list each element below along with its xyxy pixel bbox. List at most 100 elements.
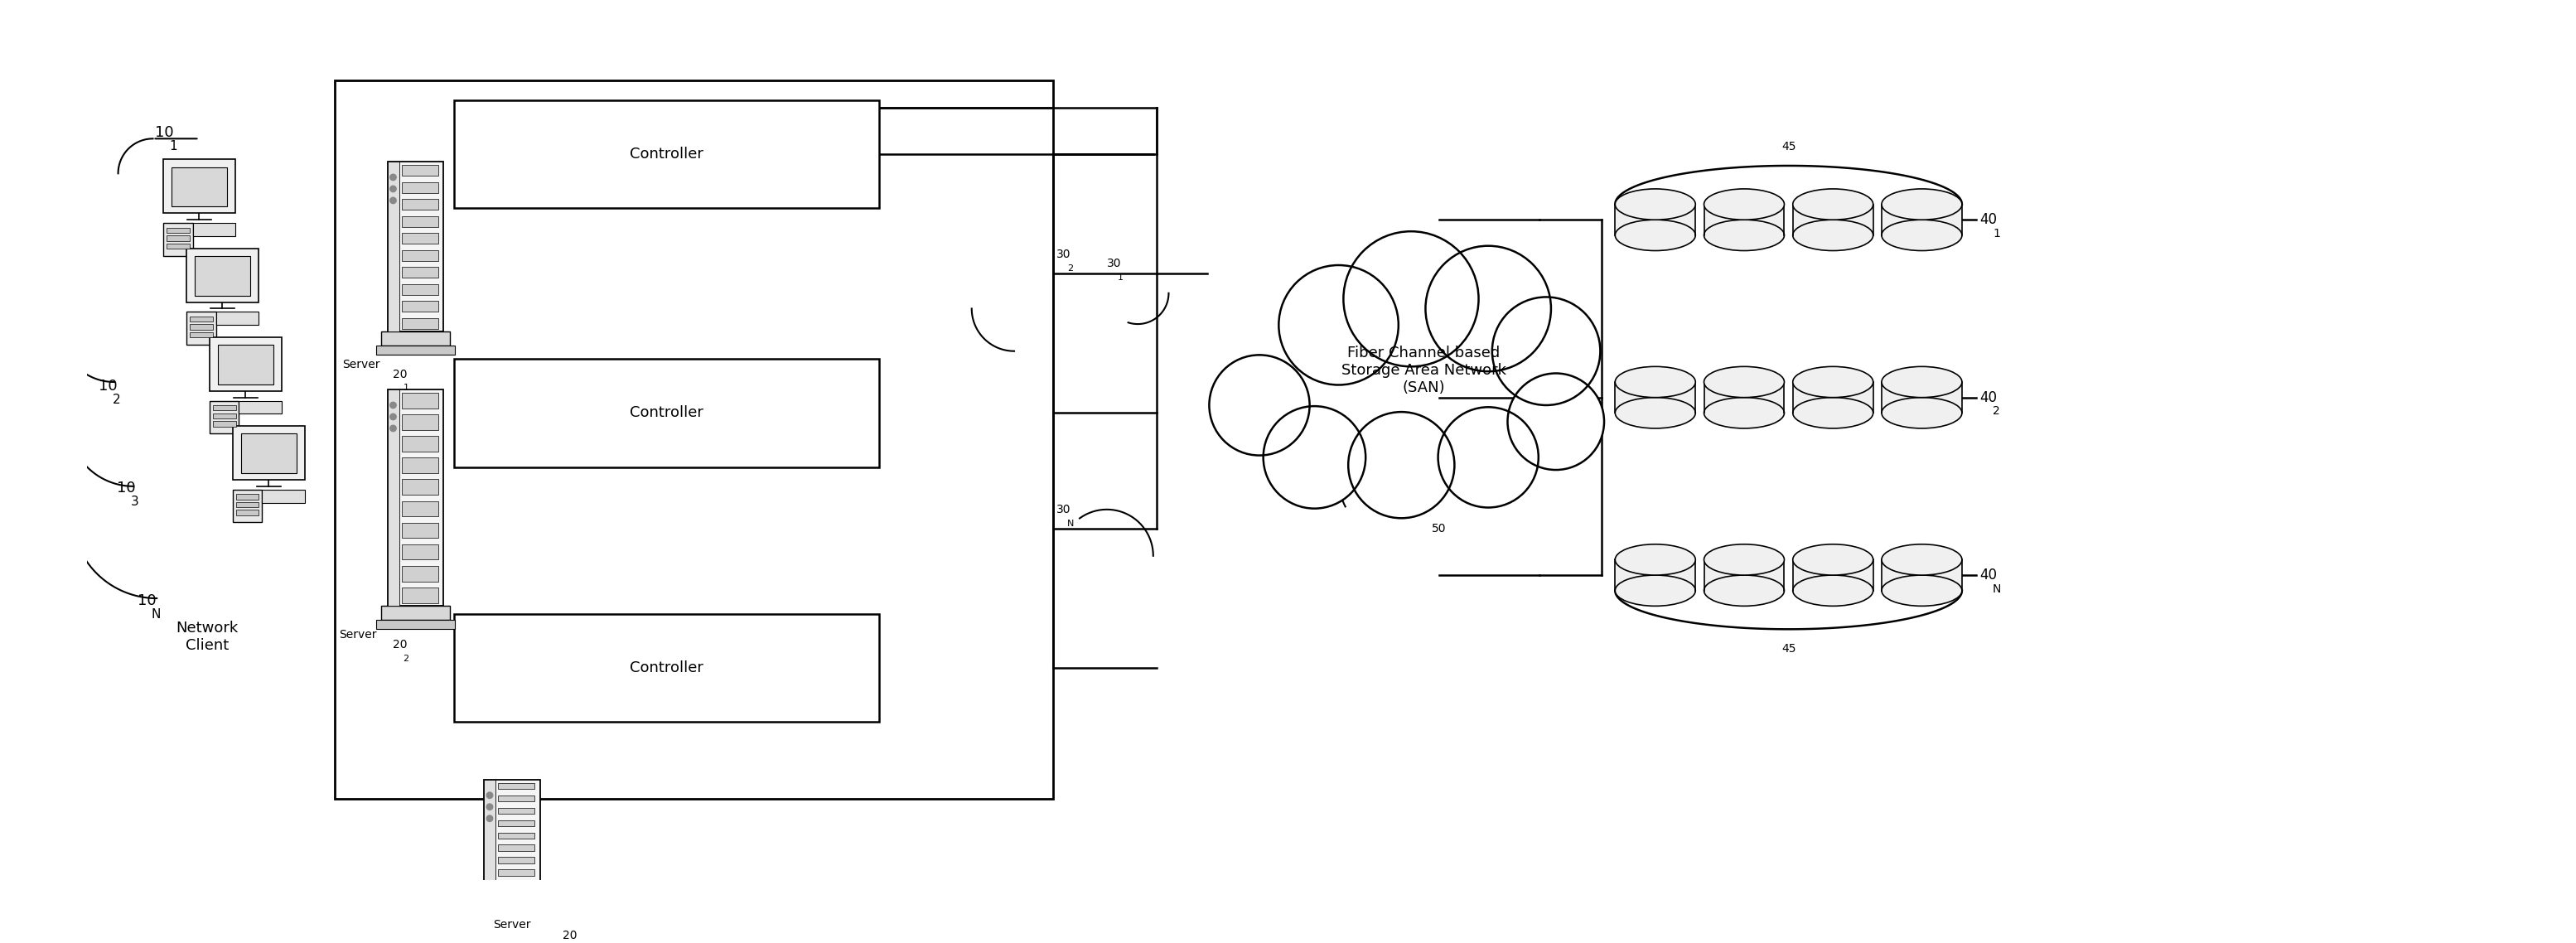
Circle shape <box>1208 355 1309 455</box>
Circle shape <box>1345 231 1479 367</box>
Ellipse shape <box>1880 575 1963 606</box>
Bar <box>497 857 533 863</box>
Text: 45: 45 <box>1780 643 1795 654</box>
Ellipse shape <box>1615 220 1695 251</box>
Bar <box>497 894 533 901</box>
Bar <box>389 162 443 332</box>
Bar <box>381 606 451 620</box>
Text: 30: 30 <box>1056 504 1072 515</box>
Text: 10: 10 <box>155 125 175 140</box>
Bar <box>167 243 191 249</box>
Bar <box>1880 560 1963 590</box>
Bar <box>453 359 878 467</box>
Text: 50: 50 <box>1432 523 1445 535</box>
Bar <box>214 405 237 410</box>
Text: 30: 30 <box>1056 249 1072 260</box>
Bar <box>214 422 237 426</box>
Circle shape <box>1425 246 1551 372</box>
Text: 30: 30 <box>1108 258 1121 270</box>
Bar <box>193 223 234 236</box>
Bar <box>402 566 438 581</box>
Bar <box>191 324 214 330</box>
Bar <box>167 227 191 233</box>
Bar <box>1703 382 1785 413</box>
Bar <box>402 436 438 452</box>
Bar <box>402 250 438 260</box>
Text: 2: 2 <box>404 654 410 663</box>
Bar <box>497 807 533 814</box>
Text: Network
Client: Network Client <box>175 620 237 653</box>
Bar <box>402 415 438 430</box>
Bar <box>196 256 250 295</box>
Circle shape <box>487 816 492 821</box>
Bar <box>402 318 438 329</box>
Bar <box>497 845 533 851</box>
Bar <box>167 236 191 240</box>
Bar <box>191 332 214 338</box>
Ellipse shape <box>1880 189 1963 220</box>
Bar <box>402 182 438 192</box>
Text: 2: 2 <box>1994 405 1999 417</box>
Bar <box>214 413 237 419</box>
Circle shape <box>389 414 397 420</box>
Bar <box>1793 205 1873 235</box>
Text: 40: 40 <box>1981 568 1996 583</box>
Bar <box>497 795 533 802</box>
Text: Server: Server <box>337 629 376 641</box>
Ellipse shape <box>1615 367 1695 397</box>
Text: 2: 2 <box>113 393 121 406</box>
Bar <box>402 165 438 175</box>
Bar <box>402 233 438 243</box>
Text: Controller: Controller <box>629 405 703 421</box>
Bar <box>497 820 533 826</box>
Ellipse shape <box>1615 397 1695 428</box>
Bar <box>237 494 260 500</box>
Text: 10: 10 <box>98 378 118 393</box>
Bar <box>402 267 438 278</box>
Circle shape <box>1492 297 1600 405</box>
Bar <box>335 81 1054 799</box>
Bar <box>453 100 878 208</box>
Bar <box>1615 382 1695 413</box>
Bar <box>237 502 260 507</box>
Bar <box>1880 382 1963 413</box>
Circle shape <box>487 803 492 810</box>
Bar <box>162 223 193 256</box>
Text: 20: 20 <box>562 930 577 942</box>
Bar <box>453 614 878 722</box>
Text: 3: 3 <box>131 495 139 508</box>
Circle shape <box>389 402 397 408</box>
Bar <box>1615 205 1695 235</box>
Text: Fiber Channel based
Storage Area Network
(SAN): Fiber Channel based Storage Area Network… <box>1342 346 1507 395</box>
Text: N: N <box>152 608 160 620</box>
Bar <box>484 780 495 903</box>
Text: 20: 20 <box>392 369 407 380</box>
Text: Controller: Controller <box>629 660 703 675</box>
Bar <box>1703 205 1785 235</box>
Circle shape <box>389 186 397 192</box>
Ellipse shape <box>1615 189 1695 220</box>
Bar <box>471 918 551 927</box>
Bar <box>376 346 456 355</box>
Ellipse shape <box>1615 544 1695 575</box>
Circle shape <box>389 425 397 432</box>
Bar <box>402 216 438 226</box>
Bar <box>389 389 443 606</box>
Text: 40: 40 <box>1981 390 1996 405</box>
Bar <box>402 587 438 603</box>
Ellipse shape <box>1703 189 1785 220</box>
Text: 10: 10 <box>137 593 157 608</box>
Ellipse shape <box>1793 220 1873 251</box>
Bar <box>209 337 281 391</box>
Ellipse shape <box>1703 544 1785 575</box>
Bar <box>402 393 438 408</box>
Circle shape <box>1437 407 1538 507</box>
Ellipse shape <box>1703 220 1785 251</box>
Bar <box>185 312 216 345</box>
Text: N: N <box>1994 583 2002 595</box>
Bar <box>381 332 451 346</box>
Text: Server: Server <box>343 359 381 371</box>
Text: 1: 1 <box>1118 273 1123 282</box>
Bar <box>219 345 273 385</box>
Ellipse shape <box>1793 367 1873 397</box>
